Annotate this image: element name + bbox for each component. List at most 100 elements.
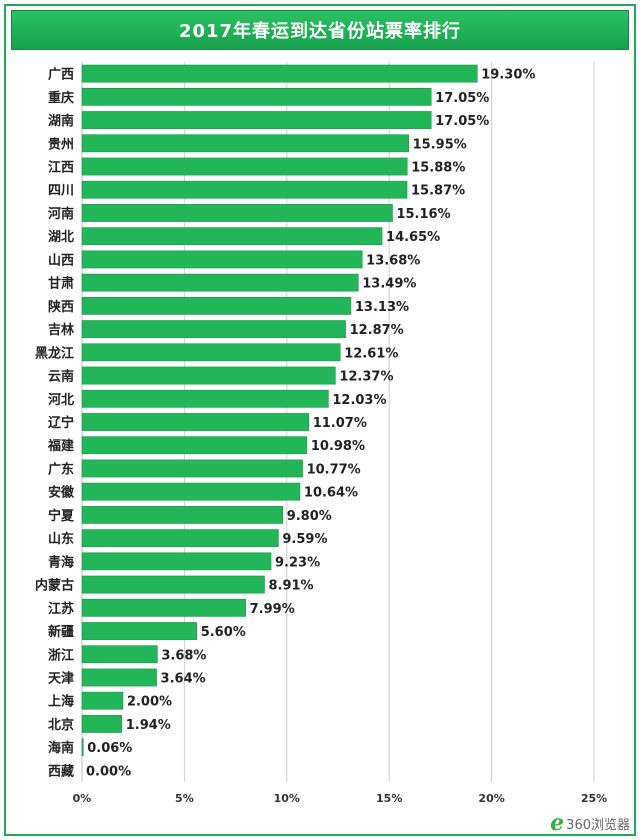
bar bbox=[81, 622, 197, 640]
bar bbox=[81, 482, 301, 501]
bar bbox=[81, 250, 363, 269]
bar bbox=[81, 273, 359, 292]
category-label: 黑龙江 bbox=[35, 345, 74, 361]
category-label: 湖南 bbox=[48, 113, 74, 129]
bar bbox=[81, 64, 478, 83]
bar bbox=[81, 436, 308, 455]
bar bbox=[81, 668, 157, 687]
category-label: 贵州 bbox=[48, 136, 74, 152]
bar bbox=[81, 575, 265, 594]
value-label: 13.49% bbox=[362, 277, 416, 292]
value-label: 12.03% bbox=[332, 393, 386, 408]
x-tick-label: 10% bbox=[274, 792, 300, 805]
watermark-logo: e 360浏览器 bbox=[550, 810, 630, 836]
category-label: 天津 bbox=[48, 670, 74, 686]
value-label: 1.94% bbox=[126, 718, 171, 733]
value-label: 17.05% bbox=[435, 91, 489, 106]
bar bbox=[81, 180, 408, 199]
value-label: 11.07% bbox=[313, 416, 367, 431]
category-label: 西藏 bbox=[48, 763, 74, 779]
category-label: 浙江 bbox=[48, 647, 74, 663]
category-label: 重庆 bbox=[48, 90, 74, 106]
category-label: 新疆 bbox=[48, 624, 74, 640]
value-label: 0.06% bbox=[87, 741, 132, 756]
category-label: 江西 bbox=[48, 160, 74, 176]
category-label: 内蒙古 bbox=[35, 578, 74, 594]
bar bbox=[81, 87, 432, 106]
category-label: 河北 bbox=[48, 392, 74, 408]
category-label: 云南 bbox=[48, 369, 74, 385]
x-tick-label: 25% bbox=[581, 792, 607, 805]
bar bbox=[81, 204, 393, 222]
value-label: 15.88% bbox=[411, 161, 465, 176]
x-tick-label: 20% bbox=[478, 792, 504, 805]
value-label: 9.59% bbox=[282, 532, 327, 547]
category-label: 辽宁 bbox=[48, 415, 74, 431]
bar bbox=[81, 343, 341, 362]
x-tick-label: 0% bbox=[73, 792, 92, 805]
bar bbox=[81, 366, 336, 385]
value-label: 8.91% bbox=[268, 579, 313, 594]
value-label: 9.80% bbox=[287, 509, 332, 524]
value-label: 2.00% bbox=[127, 695, 172, 710]
value-label: 3.64% bbox=[161, 671, 206, 686]
value-label: 19.30% bbox=[481, 68, 535, 83]
category-label: 四川 bbox=[48, 184, 74, 199]
value-label: 10.64% bbox=[304, 486, 358, 501]
bar bbox=[81, 413, 310, 431]
category-label: 上海 bbox=[48, 694, 74, 710]
value-label: 15.87% bbox=[411, 184, 465, 199]
category-label: 安徽 bbox=[48, 485, 75, 501]
value-label: 7.99% bbox=[250, 602, 295, 617]
bar bbox=[81, 320, 346, 338]
category-label: 海南 bbox=[48, 740, 74, 756]
value-label: 13.68% bbox=[366, 253, 420, 268]
category-label: 吉林 bbox=[48, 322, 74, 338]
category-label: 陕西 bbox=[48, 299, 74, 315]
value-label: 14.65% bbox=[386, 230, 440, 245]
category-label: 青海 bbox=[48, 554, 74, 570]
value-label: 10.77% bbox=[307, 462, 361, 477]
bar bbox=[81, 157, 408, 176]
bar bbox=[81, 738, 84, 757]
value-label: 5.60% bbox=[201, 625, 246, 640]
value-label: 3.68% bbox=[161, 648, 206, 663]
category-label: 山西 bbox=[48, 252, 74, 268]
value-label: 15.95% bbox=[413, 137, 467, 152]
category-label: 广东 bbox=[48, 461, 74, 477]
category-label: 甘肃 bbox=[48, 276, 74, 292]
category-label: 河南 bbox=[48, 206, 74, 222]
value-label: 9.23% bbox=[275, 555, 320, 570]
value-label: 12.37% bbox=[339, 370, 393, 385]
bar bbox=[81, 598, 246, 617]
value-label: 13.13% bbox=[355, 300, 409, 315]
value-label: 10.98% bbox=[311, 439, 365, 454]
bar bbox=[81, 459, 303, 478]
bar bbox=[81, 552, 272, 571]
value-label: 0.00% bbox=[86, 764, 131, 779]
bar bbox=[81, 134, 409, 153]
value-label: 15.16% bbox=[396, 207, 450, 222]
category-label: 山东 bbox=[48, 531, 74, 547]
bar bbox=[81, 506, 284, 524]
bar bbox=[81, 111, 432, 129]
category-label: 湖北 bbox=[48, 230, 74, 245]
x-tick-label: 15% bbox=[376, 792, 402, 805]
browser-logo-icon: e bbox=[550, 810, 565, 836]
category-label: 北京 bbox=[48, 717, 74, 733]
category-label: 江苏 bbox=[48, 601, 74, 617]
category-label: 福建 bbox=[47, 438, 74, 454]
bar bbox=[81, 691, 124, 710]
value-label: 12.61% bbox=[344, 346, 398, 361]
bar bbox=[81, 715, 123, 733]
bar bbox=[81, 645, 158, 664]
bar bbox=[81, 529, 279, 548]
category-label: 广西 bbox=[48, 67, 74, 83]
value-label: 17.05% bbox=[435, 114, 489, 129]
watermark-text: 360浏览器 bbox=[566, 817, 630, 833]
bar bbox=[81, 227, 383, 246]
category-label: 宁夏 bbox=[48, 508, 75, 524]
bar bbox=[81, 389, 329, 408]
chart-title: 2017年春运到达省份站票率排行 bbox=[11, 10, 629, 50]
